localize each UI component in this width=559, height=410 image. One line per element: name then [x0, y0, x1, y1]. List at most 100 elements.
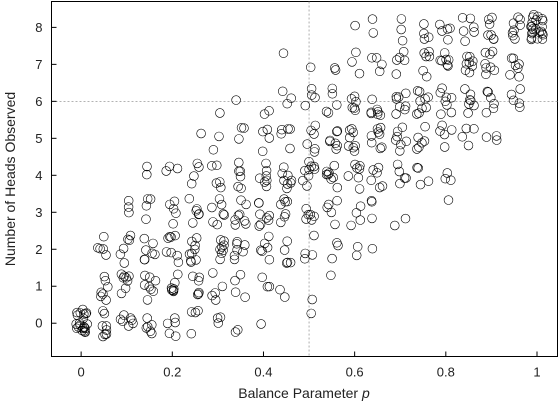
data-point	[510, 34, 520, 44]
data-point	[482, 86, 492, 97]
data-point	[377, 59, 387, 70]
data-point	[348, 143, 358, 153]
data-point	[309, 161, 319, 172]
data-point	[193, 276, 204, 286]
data-point	[164, 161, 175, 172]
data-point	[368, 28, 378, 38]
data-point	[263, 215, 274, 225]
data-point	[211, 295, 221, 305]
data-point	[115, 249, 126, 259]
data-point	[186, 257, 196, 267]
data-point	[412, 86, 423, 96]
data-point	[303, 171, 314, 181]
data-point	[232, 245, 242, 255]
data-point	[307, 294, 317, 305]
data-point	[332, 182, 342, 193]
data-point	[258, 126, 268, 137]
data-point	[145, 272, 155, 282]
data-point	[230, 287, 241, 297]
y-tick-label: 2	[35, 242, 42, 257]
data-point	[170, 278, 180, 288]
data-point	[481, 107, 492, 118]
data-point	[234, 157, 244, 168]
data-point	[465, 13, 476, 24]
data-point	[422, 71, 432, 82]
data-point	[309, 129, 319, 139]
data-point	[302, 139, 312, 149]
data-point	[352, 250, 362, 261]
data-point	[506, 53, 517, 63]
data-point	[125, 230, 136, 241]
data-point	[101, 250, 111, 260]
data-point	[333, 240, 343, 251]
y-axis-label: Number of Heads Observed	[2, 92, 18, 266]
data-point	[124, 235, 135, 245]
data-point	[420, 94, 430, 104]
data-point	[262, 175, 272, 186]
data-point	[79, 326, 90, 336]
data-point	[98, 289, 108, 299]
data-point	[421, 51, 431, 62]
data-point	[285, 124, 295, 134]
data-point	[208, 145, 219, 155]
data-point	[509, 25, 519, 35]
data-point	[146, 284, 156, 294]
data-point	[233, 181, 243, 192]
x-axis-label-text: Balance Parameter	[238, 385, 358, 401]
data-point	[423, 92, 433, 102]
data-point	[184, 249, 195, 259]
data-point	[142, 169, 152, 180]
data-point	[236, 183, 246, 194]
data-point	[280, 292, 290, 302]
data-point	[278, 86, 288, 97]
data-point	[278, 48, 289, 58]
data-point	[367, 197, 377, 207]
data-point	[371, 53, 382, 63]
data-point	[332, 141, 342, 151]
data-point	[323, 108, 334, 118]
data-point	[437, 83, 447, 93]
data-point	[327, 253, 337, 264]
data-point	[186, 329, 197, 339]
data-point	[171, 208, 181, 218]
data-point	[310, 144, 320, 154]
y-tick-label: 7	[35, 57, 42, 72]
data-point	[303, 210, 313, 220]
data-point	[307, 250, 318, 260]
data-point	[169, 196, 180, 207]
data-point	[395, 102, 405, 112]
data-point	[354, 68, 365, 79]
data-point	[489, 65, 500, 76]
data-point	[527, 12, 538, 22]
data-point	[401, 136, 411, 147]
data-point	[279, 194, 289, 204]
data-point	[230, 327, 241, 337]
data-point	[461, 123, 471, 134]
data-point	[351, 47, 361, 57]
data-point	[255, 173, 265, 183]
data-point	[460, 36, 470, 46]
data-point	[236, 123, 247, 133]
data-point	[392, 131, 402, 142]
data-point	[164, 328, 175, 338]
data-point	[377, 142, 387, 152]
plot-frame	[51, 1, 558, 357]
data-point	[235, 171, 246, 182]
data-point	[483, 30, 493, 40]
data-point	[123, 234, 133, 245]
data-point	[467, 61, 477, 71]
data-point	[262, 213, 272, 223]
data-point	[96, 291, 106, 302]
data-point	[347, 57, 357, 67]
data-point	[391, 92, 401, 102]
data-point	[515, 14, 525, 24]
data-point	[264, 255, 275, 265]
data-point	[254, 221, 264, 231]
data-point	[192, 204, 202, 214]
data-point	[96, 287, 106, 297]
data-point	[332, 126, 342, 137]
y-tick-label: 1	[35, 279, 42, 294]
data-point	[424, 32, 434, 42]
data-point	[99, 271, 110, 282]
data-point	[415, 96, 425, 106]
